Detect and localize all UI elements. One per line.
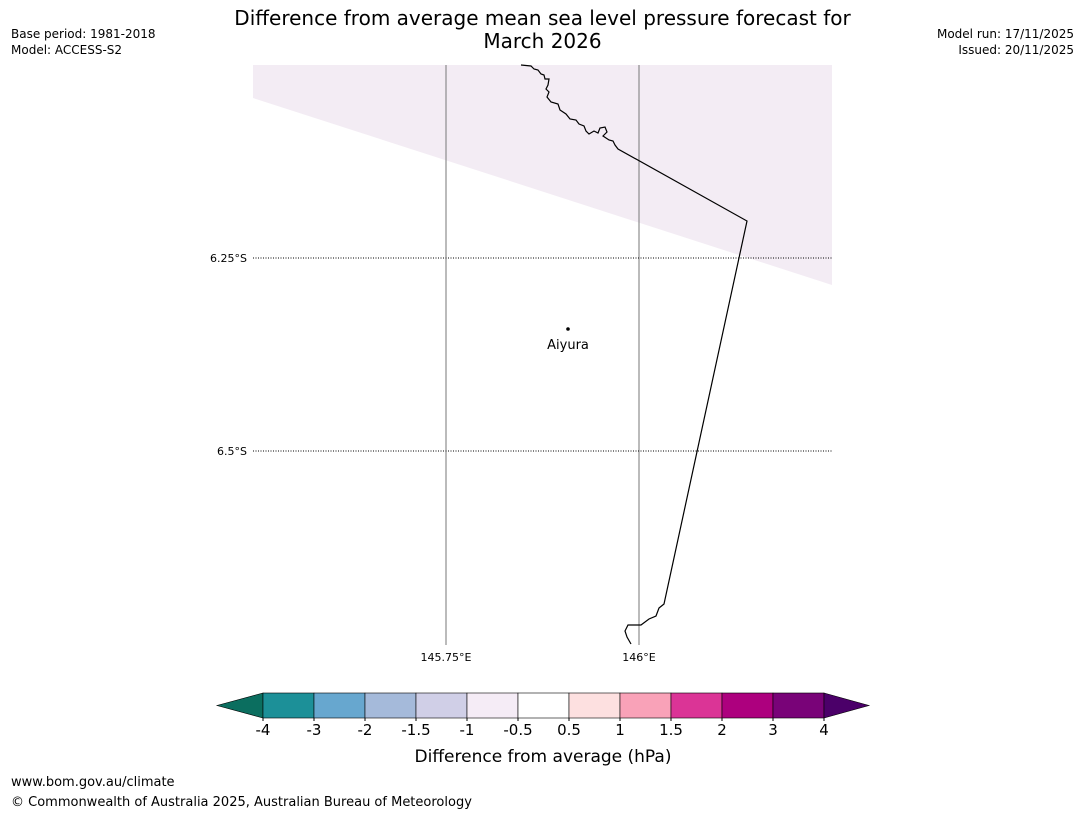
title-line-1: Difference from average mean sea level p… [234,6,851,30]
footer-url[interactable]: www.bom.gov.au/climate [11,775,175,790]
footer-copyright: © Commonwealth of Australia 2025, Austra… [11,795,472,810]
title-line-2: March 2026 [483,29,602,53]
colorbar-bin-7 [619,692,672,719]
colorbar-bin-9 [721,692,774,719]
colorbar-tick-label-4: -1 [460,721,475,739]
colorbar-bin-0 [262,692,315,719]
shaded-anomaly-region [253,65,832,285]
place-label: Aiyura [547,338,589,353]
colorbar-under-arrow [215,692,264,719]
colorbar-tick-label-6: 0.5 [557,721,581,739]
colorbar-label: Difference from average (hPa) [415,747,672,767]
issued-date: Issued: 20/11/2025 [958,43,1074,57]
colorbar-bin-2 [364,692,417,719]
model-name: Model: ACCESS-S2 [11,43,123,57]
colorbar-tick-label-11: 4 [819,721,829,739]
colorbar-bin-6 [568,692,621,719]
colorbar-tick-label-9: 2 [717,721,727,739]
metadata-left: Base period: 1981-2018 Model: ACCESS-S2 [11,26,156,58]
colorbar-bin-1 [313,692,366,719]
lon-label-145-75: 145.75°E [421,651,472,664]
map-title: Difference from average mean sea level p… [200,7,885,53]
colorbar-tick-label-5: -0.5 [503,721,532,739]
lon-label-146: 146°E [622,651,655,664]
colorbar-tick-label-8: 1.5 [659,721,683,739]
colorbar-tick-label-10: 3 [768,721,778,739]
colorbar-tick-label-2: -2 [358,721,373,739]
colorbar-tick-label-1: -3 [307,721,322,739]
model-run: Model run: 17/11/2025 [936,27,1074,41]
colorbar-bin-3 [415,692,468,719]
colorbar-bins [262,692,825,719]
place-marker [566,327,570,331]
colorbar-bin-10 [772,692,825,719]
base-period: Base period: 1981-2018 [11,27,156,41]
colorbar-bin-8 [670,692,723,719]
colorbar-bin-5 [517,692,570,719]
colorbar-tick-label-0: -4 [256,721,271,739]
coastline-border [520,64,748,645]
colorbar-bin-4 [466,692,519,719]
metadata-right: Model run: 17/11/2025 Issued: 20/11/2025 [937,26,1074,58]
colorbar: -4 -3 -2 -1.5 -1 -0.5 0.5 1 1.5 2 3 4 Difference fr… [215,692,871,767]
colorbar-tick-label-3: -1.5 [401,721,430,739]
colorbar-over-arrow [823,692,871,719]
colorbar-ticks: -4 -3 -2 -1.5 -1 -0.5 0.5 1 1.5 2 3 4 [256,718,829,739]
map-panel: Aiyura 6.25°S 6.5°S 145.75°E 146°E [210,64,832,664]
lat-label-6-25: 6.25°S [210,252,247,265]
colorbar-tick-label-7: 1 [615,721,625,739]
lat-label-6-5: 6.5°S [217,445,247,458]
